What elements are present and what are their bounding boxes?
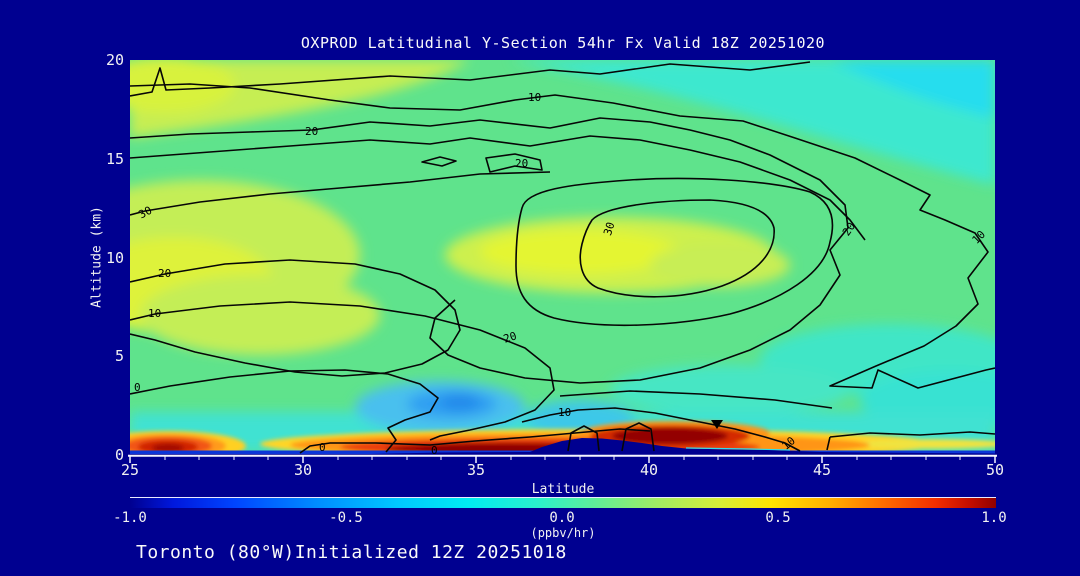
contour-label: 0 <box>431 444 438 457</box>
y-tick-label: 15 <box>105 150 124 168</box>
contour-label: 10 <box>528 91 541 104</box>
contour-label: 30 <box>136 204 154 222</box>
colorbar-tick-label: -0.5 <box>329 510 363 526</box>
x-tick-label: 40 <box>639 461 659 479</box>
x-tick-label: 35 <box>466 461 486 479</box>
x-axis <box>128 454 997 463</box>
terrain-silhouette <box>130 438 995 455</box>
contour-label: 10 <box>148 307 161 320</box>
x-tick-label: 45 <box>812 461 832 479</box>
x-tick-label: 50 <box>985 461 1005 479</box>
contour-label: 10 <box>558 406 571 419</box>
contour-lines <box>130 61 995 454</box>
page-title: OXPROD Latitudinal Y-Section 54hr Fx Val… <box>300 34 826 52</box>
contour-label: 0 <box>319 441 326 454</box>
y-tick-label: 5 <box>114 347 124 365</box>
colorbar-units-label: (ppbv/hr) <box>530 526 596 540</box>
colorbar-tick-label: 1.0 <box>981 510 1007 526</box>
colorbar <box>130 497 996 508</box>
contour-labels: 10 20 20 30 30 20 10 20 10 20 0 10 0 0 1… <box>134 91 988 457</box>
y-tick-label: 0 <box>114 446 124 464</box>
contour-label: 30 <box>601 221 617 238</box>
contour-label: 20 <box>305 125 318 138</box>
contour-label: 20 <box>158 267 171 280</box>
x-tick-label: 25 <box>120 461 140 479</box>
colorbar-tick-label: -1.0 <box>113 510 147 526</box>
contour-label: 20 <box>502 329 519 345</box>
filled-contour-field: 10 20 20 30 30 20 10 20 10 20 0 10 0 0 1… <box>130 60 995 457</box>
y-tick-label: 20 <box>105 51 124 69</box>
contour-plot-canvas: 10 20 20 30 30 20 10 20 10 20 0 10 0 0 1… <box>128 60 997 463</box>
x-tick-label: 30 <box>293 461 313 479</box>
run-caption: Toronto (80°W)Initialized 12Z 20251018 <box>136 542 567 563</box>
contour-label: 0 <box>134 381 141 394</box>
colorbar-tick-label: 0.5 <box>765 510 791 526</box>
station-marker-icon <box>711 420 723 429</box>
x-axis-label: Latitude <box>531 482 595 497</box>
colorbar-tick-label: 0.0 <box>549 510 575 526</box>
contour-label: 20 <box>515 157 528 170</box>
y-tick-label: 10 <box>105 249 124 267</box>
contour-label: 20 <box>840 220 858 238</box>
